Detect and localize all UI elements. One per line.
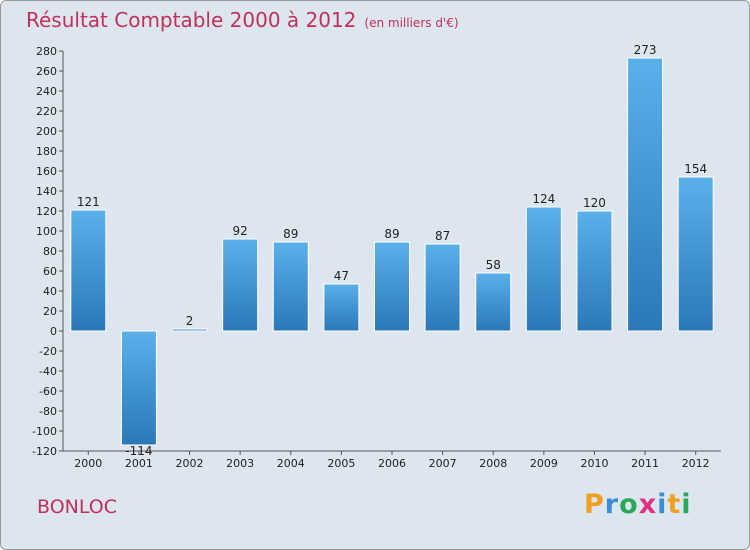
value-label-2008: 58 — [486, 258, 501, 272]
bars — [70, 57, 714, 446]
y-tick-label: 180 — [36, 145, 57, 158]
logo-letter: P — [584, 489, 605, 520]
y-tick-label: -80 — [39, 405, 57, 418]
chart-subtitle: (en milliers d'€) — [364, 16, 459, 30]
y-tick-label: 40 — [43, 285, 57, 298]
value-label-2002: 2 — [186, 314, 194, 328]
x-tick-label-2012: 2012 — [682, 457, 710, 470]
y-tick-label: 280 — [36, 45, 57, 58]
chart-title-text: Résultat Comptable 2000 à 2012 — [26, 8, 357, 32]
chart-title: Résultat Comptable 2000 à 2012 (en millie… — [26, 8, 459, 32]
bar-2005 — [323, 283, 360, 332]
x-tick-label-2009: 2009 — [530, 457, 558, 470]
y-tick-label: -120 — [32, 445, 57, 458]
logo-letter: i — [681, 489, 692, 520]
x-tick-label-2003: 2003 — [226, 457, 254, 470]
y-tick-label: -60 — [39, 385, 57, 398]
y-tick-label: 100 — [36, 225, 57, 238]
value-label-2005: 47 — [334, 269, 349, 283]
y-tick-label: 140 — [36, 185, 57, 198]
y-tick-label: 160 — [36, 165, 57, 178]
bar-2011 — [627, 57, 664, 332]
bar-2004 — [272, 241, 309, 332]
x-tick-label-2011: 2011 — [631, 457, 659, 470]
logo-letter: i — [657, 489, 668, 520]
y-tick-label: 80 — [43, 245, 57, 258]
x-tick-label-2000: 2000 — [74, 457, 102, 470]
x-tick-label-2006: 2006 — [378, 457, 406, 470]
bar-2012 — [677, 176, 714, 332]
x-tick-label-2002: 2002 — [176, 457, 204, 470]
x-tick-label-2004: 2004 — [277, 457, 305, 470]
proxiti-logo: Proxiti — [584, 489, 692, 520]
value-label-2012: 154 — [684, 162, 707, 176]
logo-letter: o — [619, 489, 639, 520]
bar-2003 — [222, 238, 259, 332]
y-tick-label: 260 — [36, 65, 57, 78]
value-label-2004: 89 — [283, 227, 298, 241]
commune-name: BONLOC — [37, 496, 117, 518]
y-tick-label: 120 — [36, 205, 57, 218]
value-label-2010: 120 — [583, 196, 606, 210]
y-tick-label: -100 — [32, 425, 57, 438]
axes: 280260240220200180160140120100806040200-… — [32, 45, 721, 470]
value-label-2007: 87 — [435, 229, 450, 243]
x-tick-label-2010: 2010 — [580, 457, 608, 470]
y-tick-label: 0 — [50, 325, 57, 338]
y-tick-label: 200 — [36, 125, 57, 138]
bar-2008 — [475, 272, 512, 332]
bar-2009 — [525, 206, 562, 332]
value-label-2009: 124 — [532, 192, 555, 206]
y-tick-label: 60 — [43, 265, 57, 278]
y-tick-label: 240 — [36, 85, 57, 98]
logo-letter: x — [638, 489, 658, 520]
logo-letter: r — [604, 489, 620, 520]
bar-2007 — [424, 243, 461, 332]
y-tick-label: 220 — [36, 105, 57, 118]
bar-2010 — [576, 210, 613, 332]
x-tick-label-2005: 2005 — [327, 457, 355, 470]
bar-2001 — [120, 330, 157, 446]
y-tick-label: 20 — [43, 305, 57, 318]
y-tick-label: -20 — [39, 345, 57, 358]
value-label-2000: 121 — [77, 195, 100, 209]
data-labels: 121 -114 2 92 89 47 89 87 58 124 120 273 154 — [77, 43, 707, 458]
logo-letter: t — [667, 489, 682, 520]
x-tick-label-2001: 2001 — [125, 457, 153, 470]
y-tick-label: -40 — [39, 365, 57, 378]
bar-2006 — [374, 241, 410, 332]
bar-2000 — [70, 209, 107, 332]
x-tick-label-2008: 2008 — [479, 457, 507, 470]
bar-2002 — [171, 328, 208, 332]
value-label-2003: 92 — [233, 224, 248, 238]
value-label-2011: 273 — [634, 43, 657, 57]
value-label-2001: -114 — [125, 444, 152, 458]
value-label-2006: 89 — [384, 227, 399, 241]
x-tick-label-2007: 2007 — [429, 457, 457, 470]
